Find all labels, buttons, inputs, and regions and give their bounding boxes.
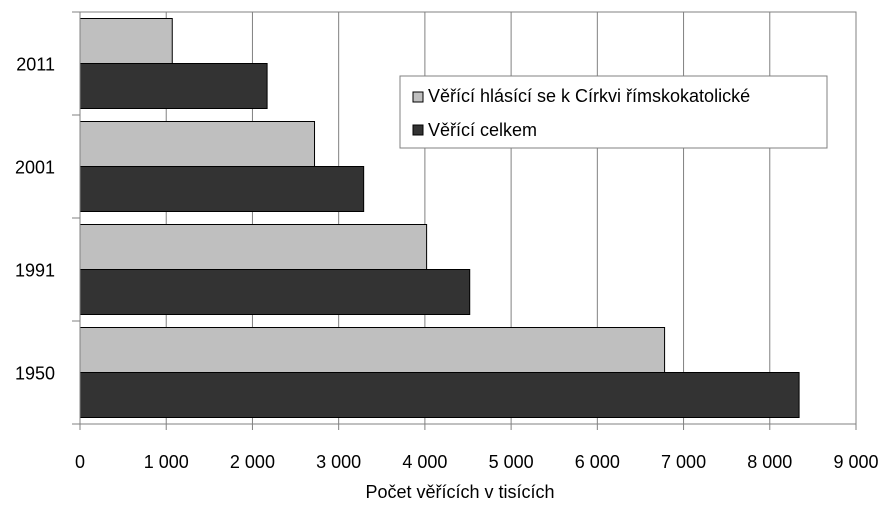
x-tick-label: 2 000 bbox=[230, 452, 275, 472]
legend-label-total: Věřící celkem bbox=[428, 120, 537, 140]
y-tick-label: 1991 bbox=[15, 261, 55, 281]
axes bbox=[72, 11, 857, 430]
legend-swatch-total bbox=[412, 124, 424, 136]
bar-total bbox=[79, 269, 471, 315]
legend-label-roman-catholic: Věřící hlásící se k Církvi římskokatolic… bbox=[428, 86, 750, 106]
bar-total bbox=[79, 166, 365, 212]
x-tick-label: 8 000 bbox=[747, 452, 792, 472]
bar-roman-catholic bbox=[79, 224, 428, 270]
x-tick-label: 3 000 bbox=[316, 452, 361, 472]
tick-labels: 0 1 000 2 000 3 000 4 000 5 000 6 000 7 000 8 00… bbox=[15, 55, 879, 473]
bars bbox=[79, 18, 800, 418]
x-tick-label: 7 000 bbox=[661, 452, 706, 472]
x-tick-label: 1 000 bbox=[144, 452, 189, 472]
x-axis-title: Počet věřících v tisících bbox=[365, 482, 554, 501]
x-tick-label: 9 000 bbox=[833, 452, 878, 472]
y-tick-label: 1950 bbox=[15, 364, 55, 384]
x-tick-label: 6 000 bbox=[575, 452, 620, 472]
bar-roman-catholic bbox=[79, 121, 316, 167]
bar-roman-catholic bbox=[79, 327, 666, 373]
legend: Věřící hlásící se k Církvi římskokatolic… bbox=[399, 75, 828, 149]
y-tick-label: 2011 bbox=[16, 55, 55, 75]
legend-box bbox=[399, 75, 828, 149]
x-tick-label: 4 000 bbox=[402, 452, 447, 472]
x-tick-label: 5 000 bbox=[489, 452, 534, 472]
bar-total bbox=[79, 63, 268, 109]
x-tick-label: 0 bbox=[75, 452, 85, 472]
bar-roman-catholic bbox=[79, 18, 173, 64]
legend-swatch-roman-catholic bbox=[412, 91, 424, 103]
bar-total bbox=[79, 372, 800, 418]
y-tick-label: 2001 bbox=[15, 158, 55, 178]
